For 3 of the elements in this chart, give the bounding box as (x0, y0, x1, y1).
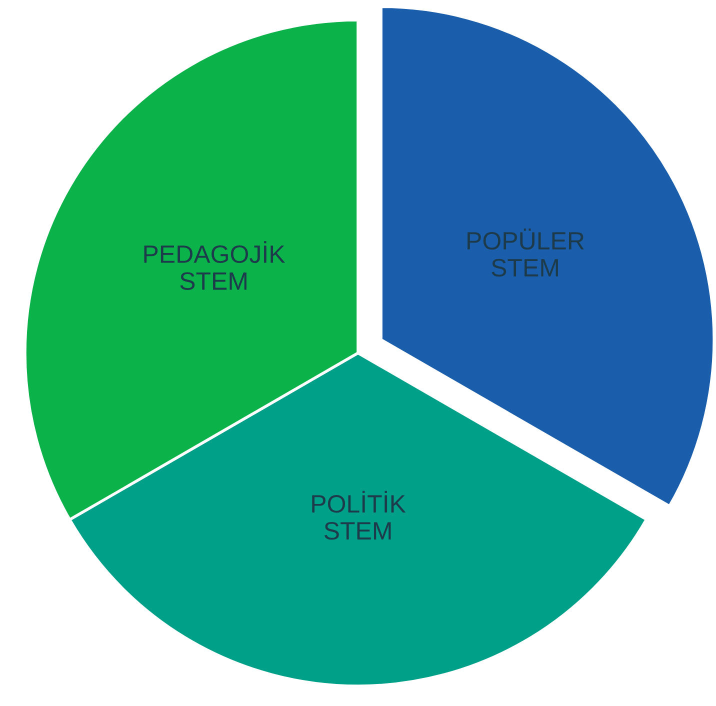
slice-label: POPÜLER STEM (468, 228, 584, 277)
slice-label: PEDAGOJİK STEM (144, 241, 286, 290)
slice-label: POLİTİK STEM (312, 490, 406, 540)
